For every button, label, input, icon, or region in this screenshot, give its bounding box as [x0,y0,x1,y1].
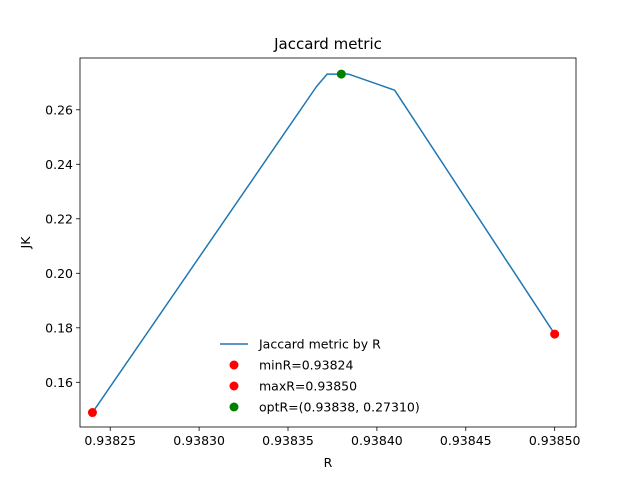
y-tick-label: 0.18 [45,320,73,335]
plot-frame [79,57,577,428]
legend-entry-label: minR=0.93824 [259,358,353,373]
x-tick-label: 0.93840 [351,433,403,448]
legend-marker-swatch [229,360,239,370]
y-axis-label: JK [18,236,33,250]
chart-title: Jaccard metric [273,35,382,53]
legend-entry-label: Jaccard metric by R [258,337,381,352]
y-tick-label: 0.26 [45,102,73,117]
y-tick-label: 0.22 [45,211,73,226]
x-tick-label: 0.93850 [529,433,581,448]
y-tick-label: 0.24 [45,157,73,172]
x-axis-label: R [324,455,333,470]
plot-area: 0.93825 0.93830 0.93835 0.93840 0.93845 0.938… [45,57,581,448]
y-tick-label: 0.16 [45,375,73,390]
data-point-3 [336,69,346,79]
legend-marker-swatch [229,402,239,412]
legend-entry-label: maxR=0.93850 [259,379,357,394]
x-tick-label: 0.93825 [84,433,136,448]
data-point-2 [550,329,560,339]
x-tick-label: 0.93845 [440,433,492,448]
y-tick-label: 0.20 [45,266,73,281]
data-point-1 [87,408,97,418]
x-tick-label: 0.93830 [173,433,225,448]
legend-marker-swatch [229,381,239,391]
legend-entry-label: optR=(0.93838, 0.27310) [259,400,420,415]
legend: Jaccard metric by R minR=0.93824 maxR=0.93… [220,337,420,415]
x-tick-label: 0.93835 [262,433,314,448]
